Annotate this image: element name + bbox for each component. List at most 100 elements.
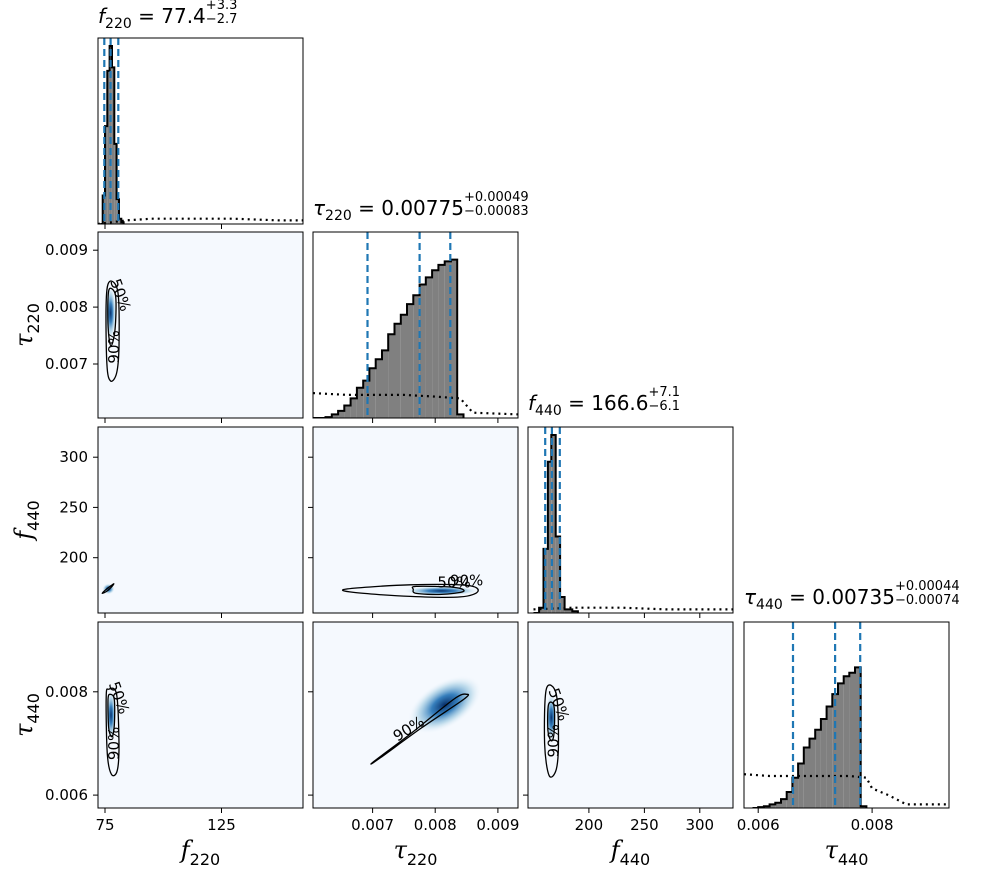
title-plus-error: +3.3	[205, 0, 238, 13]
histogram-bar	[792, 777, 799, 808]
y-axis-label-f440: f440	[10, 500, 43, 541]
histogram-bar	[375, 359, 382, 418]
axis-subscript: 440	[24, 693, 43, 724]
prior-curve	[313, 392, 518, 416]
y-tick-label: 0.007	[45, 355, 88, 373]
histogram-bar	[394, 323, 401, 418]
axis-subscript: 440	[24, 500, 43, 531]
panel-background	[528, 427, 733, 613]
x-axis-label-tau440: τ440	[825, 836, 869, 869]
title-plus-error: +0.00044	[894, 579, 960, 594]
x-axis-label-f440: f440	[609, 836, 650, 869]
y-axis-label-tau220: τ220	[10, 303, 43, 347]
histogram-bar	[775, 802, 781, 808]
title-subscript: 220	[325, 208, 352, 224]
x-tick-label: 125	[207, 816, 236, 834]
histogram-bar	[344, 405, 351, 418]
y-axis-label-tau440: τ440	[10, 693, 43, 737]
title-minus-error: −0.00083	[463, 204, 529, 219]
contour-50	[411, 585, 465, 596]
histogram-outline	[313, 258, 465, 418]
histogram-bar	[444, 261, 451, 418]
histogram-bar	[425, 277, 433, 418]
panel-title-f220: f220 = 77.4 +3.3 −2.7	[98, 0, 266, 32]
y-tick-label: 0.008	[45, 683, 88, 701]
panel-frame	[97, 231, 304, 419]
contour-90	[543, 684, 560, 778]
histogram-bar	[338, 410, 345, 418]
density-blob	[407, 675, 482, 734]
histogram-panel-f220	[98, 38, 303, 224]
panel-frame	[527, 426, 734, 614]
x-tick-label: 200	[575, 816, 604, 834]
histogram-bar	[781, 799, 787, 808]
y-tick-label: 0.006	[45, 786, 88, 804]
histogram-bar	[382, 350, 389, 418]
x-axis-label-tau220: τ220	[394, 836, 438, 869]
panel-background	[98, 427, 303, 613]
title-subscript: 440	[535, 403, 562, 419]
histogram-bar	[551, 435, 556, 613]
panel-background	[98, 38, 303, 224]
histogram-bar	[356, 387, 364, 418]
histogram-bar	[388, 334, 395, 418]
panel-background	[313, 427, 518, 613]
panel-frame	[527, 621, 734, 809]
histogram-bar	[543, 548, 548, 613]
density-panel-f220-f440	[98, 427, 303, 613]
x-tick-label: 0.008	[851, 816, 894, 834]
x-tick-label: 0.009	[476, 816, 519, 834]
title-minus-error: −2.7	[205, 12, 238, 27]
y-tick-label: 0.009	[45, 241, 88, 259]
panel-title-tau440: τ440 = 0.00735 +0.00044 −0.00074	[744, 580, 960, 612]
histogram-bar	[798, 763, 804, 808]
axis-symbol: τ	[825, 836, 839, 864]
histogram-bar	[331, 414, 339, 418]
axis-subscript: 440	[620, 850, 651, 869]
histogram-bar	[855, 667, 861, 808]
contour-50	[107, 287, 117, 347]
axis-symbol: τ	[10, 723, 38, 737]
title-subscript: 220	[105, 16, 132, 32]
title-symbol: τ	[313, 196, 326, 220]
contour-50	[107, 693, 116, 738]
x-tick-label: 300	[685, 816, 714, 834]
x-tick-label: 75	[95, 816, 114, 834]
title-symbol: τ	[744, 585, 757, 609]
histogram-bar	[560, 597, 565, 613]
histogram-panel-f440	[528, 427, 733, 613]
panel-background	[98, 232, 303, 418]
histogram-bar	[369, 368, 376, 418]
histogram-bar	[838, 683, 844, 808]
contour-label: 90%	[545, 724, 563, 757]
contour-90	[105, 280, 120, 382]
panel-frame	[97, 621, 304, 809]
y-tick-label: 0.008	[45, 298, 88, 316]
title-symbol: f	[528, 391, 536, 415]
histogram-bar	[803, 747, 810, 808]
histogram-outline	[752, 666, 868, 808]
histogram-bar	[438, 264, 445, 418]
histogram-bar	[119, 218, 122, 224]
axis-subscript: 220	[190, 850, 221, 869]
contour-90	[101, 583, 115, 595]
histogram-bar	[350, 398, 357, 418]
title-plus-error: +7.1	[648, 385, 681, 400]
axis-symbol: τ	[10, 333, 38, 347]
histogram-outline	[533, 434, 579, 613]
title-errors: +0.00044 −0.00074	[895, 580, 960, 607]
contour-label: 90%	[105, 727, 123, 760]
histogram-bar	[547, 461, 552, 613]
axis-symbol: τ	[394, 836, 408, 864]
histogram-bar	[105, 126, 108, 224]
x-tick-label: 0.008	[414, 816, 457, 834]
histogram-bar	[786, 792, 793, 808]
histogram-bar	[809, 738, 816, 808]
axis-subscript: 220	[24, 303, 43, 334]
density-panel-tau220-f440: 50%90%	[313, 427, 518, 613]
contour-50	[547, 701, 556, 742]
y-tick-label: 300	[59, 448, 88, 466]
axis-subscript: 220	[407, 850, 438, 869]
y-tick-label: 250	[59, 498, 88, 516]
